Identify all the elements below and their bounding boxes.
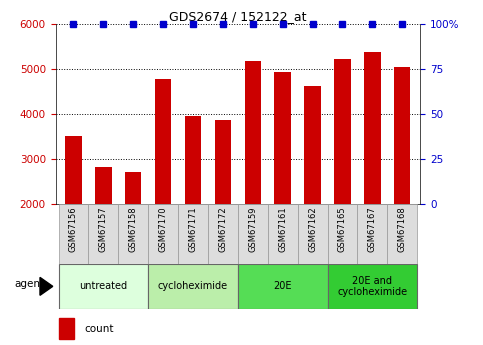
Bar xyxy=(268,204,298,264)
Bar xyxy=(364,52,381,293)
Bar xyxy=(95,167,112,293)
Polygon shape xyxy=(40,277,53,295)
Bar xyxy=(274,72,291,293)
Bar xyxy=(327,264,417,309)
Bar xyxy=(304,87,321,293)
Bar xyxy=(148,264,238,309)
Bar xyxy=(185,116,201,293)
Text: 20E and
cycloheximide: 20E and cycloheximide xyxy=(337,276,408,297)
Bar xyxy=(155,79,171,293)
Text: untreated: untreated xyxy=(79,282,128,291)
Text: GSM67172: GSM67172 xyxy=(218,207,227,252)
Title: GDS2674 / 152122_at: GDS2674 / 152122_at xyxy=(169,10,307,23)
Bar xyxy=(59,318,74,339)
Bar xyxy=(58,204,88,264)
Bar xyxy=(394,67,411,293)
Bar xyxy=(88,204,118,264)
Bar xyxy=(244,61,261,293)
Bar xyxy=(238,264,327,309)
Bar xyxy=(125,172,142,293)
Bar xyxy=(118,204,148,264)
Text: GSM67171: GSM67171 xyxy=(188,207,198,252)
Bar xyxy=(334,59,351,293)
Bar xyxy=(298,204,327,264)
Text: GSM67162: GSM67162 xyxy=(308,207,317,252)
Text: GSM67168: GSM67168 xyxy=(398,207,407,252)
Bar xyxy=(357,204,387,264)
Text: GSM67165: GSM67165 xyxy=(338,207,347,252)
Text: 20E: 20E xyxy=(273,282,292,291)
Bar xyxy=(238,204,268,264)
Text: GSM67157: GSM67157 xyxy=(99,207,108,252)
Bar xyxy=(208,204,238,264)
Bar xyxy=(215,120,231,293)
Text: cycloheximide: cycloheximide xyxy=(158,282,228,291)
Text: GSM67161: GSM67161 xyxy=(278,207,287,252)
Bar xyxy=(148,204,178,264)
Text: count: count xyxy=(85,324,114,334)
Text: GSM67159: GSM67159 xyxy=(248,207,257,252)
Text: agent: agent xyxy=(14,279,44,289)
Text: GSM67156: GSM67156 xyxy=(69,207,78,252)
Bar xyxy=(387,204,417,264)
Bar xyxy=(58,264,148,309)
Text: GSM67170: GSM67170 xyxy=(158,207,168,252)
Text: GSM67167: GSM67167 xyxy=(368,207,377,252)
Text: GSM67158: GSM67158 xyxy=(129,207,138,252)
Bar xyxy=(65,136,82,293)
Bar xyxy=(327,204,357,264)
Bar xyxy=(178,204,208,264)
